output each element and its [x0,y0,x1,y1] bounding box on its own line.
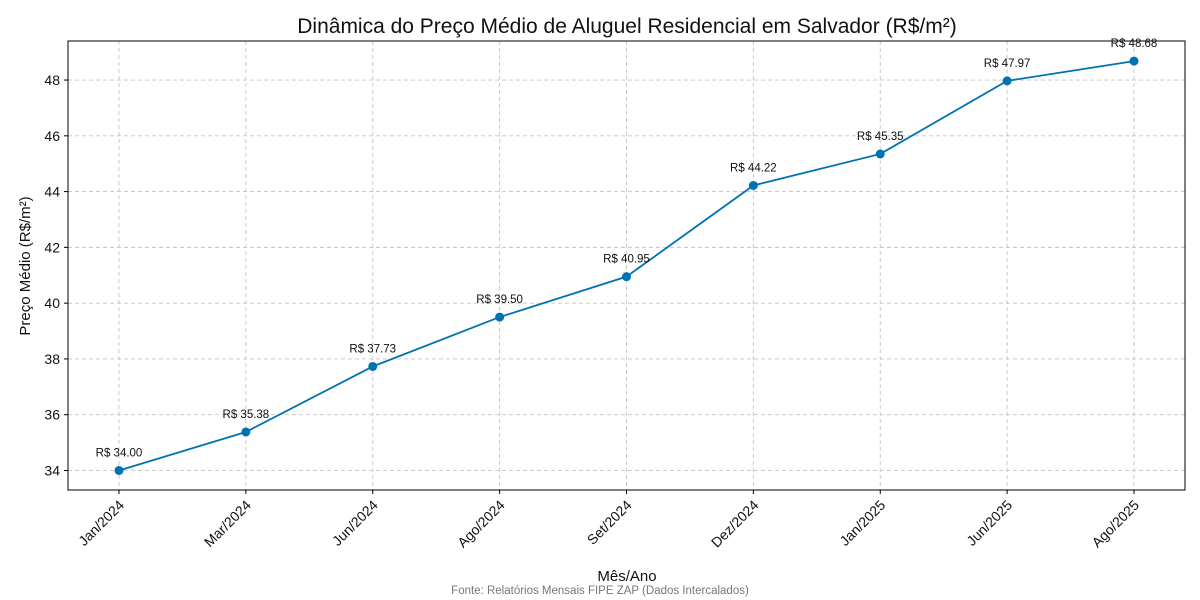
x-tick-label: Jan/2025 [836,497,888,549]
data-point [875,149,885,159]
y-tick-label: 48 [44,72,60,88]
y-tick-label: 46 [44,128,60,144]
data-label: R$ 40.95 [603,254,650,266]
y-tick-label: 34 [44,462,60,478]
y-tick-label: 36 [44,407,60,423]
x-tick-label: Jun/2024 [329,497,381,549]
series-layer: R$ 34.00 R$ 35.38 R$ 37.73 R$ 39.50 R$ 40.95… [96,38,1158,475]
data-label: R$ 48.68 [1111,38,1158,50]
y-tick-label: 44 [44,184,60,200]
data-label: R$ 44.22 [730,162,777,174]
grid-layer [68,41,1185,490]
data-point [114,465,124,475]
data-label: R$ 39.50 [476,294,523,306]
x-tick-label: Jan/2024 [75,497,127,549]
data-point [1129,56,1139,66]
source-note: Fonte: Relatórios Mensais FIPE ZAP (Dado… [451,585,749,597]
data-point [1002,76,1012,86]
data-label: R$ 47.97 [984,58,1031,70]
data-point [368,361,378,371]
chart-title: Dinâmica do Preço Médio de Aluguel Resid… [297,15,956,38]
y-tick-label: 42 [44,239,60,255]
x-tick-label: Set/2024 [584,497,635,548]
x-tick-label: Ago/2024 [454,497,508,551]
y-tick-label: 38 [44,351,60,367]
data-point [495,312,505,322]
ticks-layer: 34 36 38 40 42 44 46 48 Jan/2024 Mar/2024 Jun/2024… [44,72,1142,550]
data-label: R$ 45.35 [857,131,904,143]
data-point [241,427,251,437]
data-label: R$ 34.00 [96,447,143,459]
x-tick-label: Ago/2025 [1088,497,1142,551]
y-tick-label: 40 [44,295,60,311]
x-tick-label: Mar/2024 [201,497,254,550]
data-point [622,272,631,282]
data-point [748,180,758,190]
x-tick-label: Dez/2024 [708,497,762,551]
y-axis-label: Preço Médio (R$/m²) [17,196,34,335]
x-tick-label: Jun/2025 [963,497,1015,549]
data-label: R$ 35.38 [223,409,270,421]
x-axis-label: Mês/Ano [597,568,656,585]
data-label: R$ 37.73 [349,343,396,355]
